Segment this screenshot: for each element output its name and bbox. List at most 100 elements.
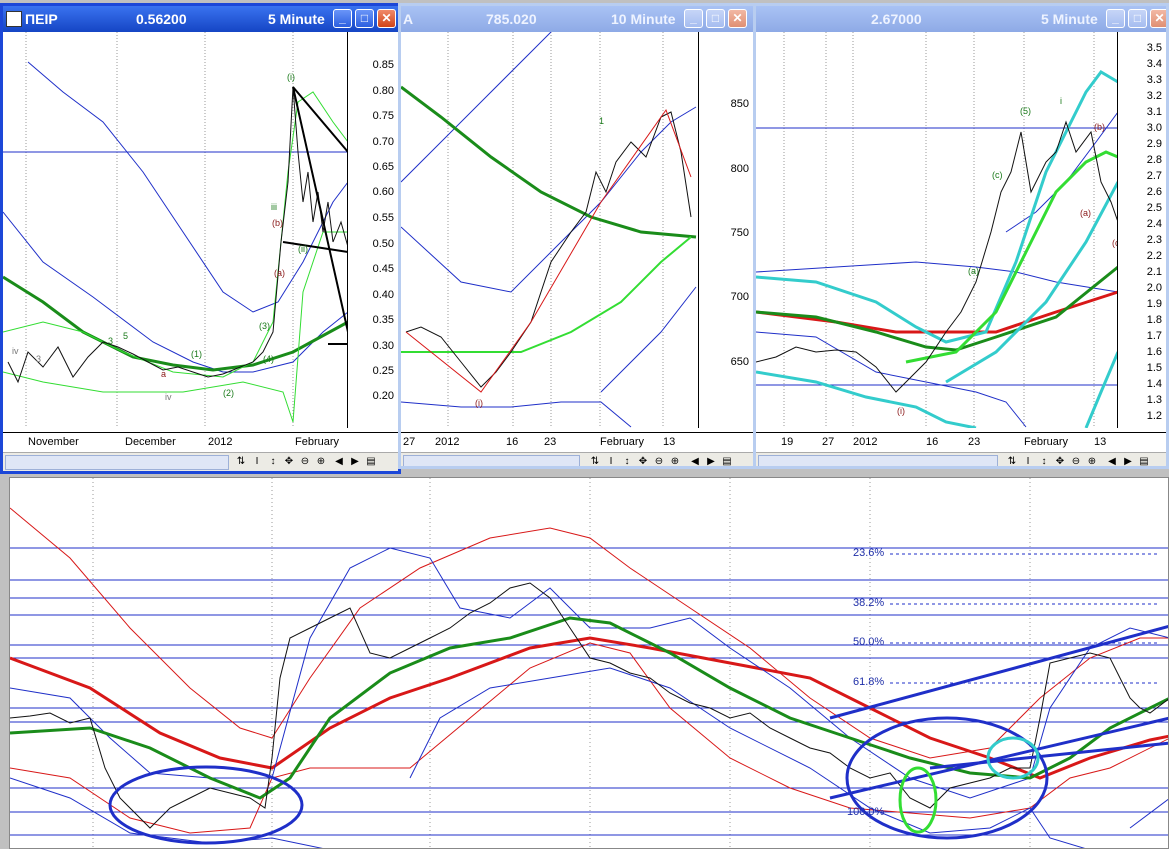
price-chart[interactable]: (i) 1 850 800 750 700 650 <box>401 32 753 428</box>
prev-icon[interactable]: ◀ <box>1108 456 1116 467</box>
y-tick: 3.3 <box>1146 74 1162 86</box>
svg-text:(i): (i) <box>897 406 905 416</box>
svg-text:iii: iii <box>271 202 277 212</box>
zoom-out-icon[interactable]: ⊖ <box>1071 456 1081 467</box>
y-tick: 2.2 <box>1146 250 1162 262</box>
svg-text:i: i <box>1060 96 1062 106</box>
close-button[interactable]: ✕ <box>377 9 396 28</box>
title-bar[interactable]: A 785.020 10 Minute _ □ ✕ <box>401 6 753 32</box>
chart-window-2[interactable]: A 785.020 10 Minute _ □ ✕ (i) 1 850 800 … <box>398 3 756 469</box>
title-bar[interactable]: 2.67000 5 Minute _ □ ✕ <box>756 6 1166 32</box>
y-tick: 2.7 <box>1146 170 1162 182</box>
x-tick: 19 <box>781 436 794 448</box>
y-tick: 1.3 <box>1146 394 1162 406</box>
maximize-button[interactable]: □ <box>1128 9 1147 28</box>
crosshair-icon[interactable]: ✥ <box>638 456 648 467</box>
x-tick: 27 <box>403 436 416 448</box>
move-icon[interactable]: ↕ <box>624 456 630 467</box>
y-tick: 0.75 <box>372 110 394 122</box>
cursor-icon[interactable]: I <box>609 456 613 467</box>
maximize-icon: □ <box>360 11 369 25</box>
x-axis: 19 27 2012 16 23 February 13 <box>756 432 1166 451</box>
y-tick: 1.9 <box>1146 298 1162 310</box>
minimize-button[interactable]: _ <box>333 9 352 28</box>
maximize-button[interactable]: □ <box>706 9 725 28</box>
svg-text:iv: iv <box>12 346 19 356</box>
x-axis: November December 2012 February <box>3 432 398 451</box>
sync-icon[interactable]: ⇅ <box>1007 456 1017 467</box>
next-icon[interactable]: ▶ <box>1124 456 1132 467</box>
svg-text:(b): (b) <box>1094 122 1105 132</box>
y-tick: 2.4 <box>1146 218 1162 230</box>
cursor-icon[interactable]: I <box>255 456 259 467</box>
close-icon: ✕ <box>732 11 743 25</box>
minimize-button[interactable]: _ <box>1106 9 1125 28</box>
chart-window-1[interactable]: ΠΕΙΡ 0.56200 5 Minute _ □ ✕ (i) iii (ii) (… <box>0 3 401 474</box>
chart-plot: (i) 1 <box>401 32 697 428</box>
next-icon[interactable]: ▶ <box>351 456 359 467</box>
y-tick: 0.60 <box>372 186 394 198</box>
move-icon[interactable]: ↕ <box>1041 456 1047 467</box>
fib-label-38: 38.2% <box>853 597 885 609</box>
move-icon[interactable]: ↕ <box>270 456 276 467</box>
x-tick: 2012 <box>853 436 878 448</box>
price-chart[interactable]: (i)(a)(b)(c) (5)(c)(a)i 3.5 3.4 3.3 3.2 … <box>756 32 1166 428</box>
title-bar[interactable]: ΠΕΙΡ 0.56200 5 Minute _ □ ✕ <box>3 6 398 32</box>
y-tick: 0.85 <box>372 59 394 71</box>
menu-icon[interactable]: ▤ <box>366 456 376 467</box>
next-icon[interactable]: ▶ <box>707 456 715 467</box>
crosshair-icon[interactable]: ✥ <box>1055 456 1065 467</box>
price-label: 785.020 <box>486 11 537 27</box>
y-tick: 0.55 <box>372 212 394 224</box>
y-tick: 0.50 <box>372 238 394 250</box>
horizontal-scrollbar[interactable]: ⇅ I ↕ ✥ ⊖ ⊕ ◀ ▶ ▤ <box>3 452 398 471</box>
y-tick: 0.30 <box>372 340 394 352</box>
cursor-icon[interactable]: I <box>1026 456 1030 467</box>
zoom-out-icon[interactable]: ⊖ <box>300 456 310 467</box>
svg-text:3: 3 <box>36 354 41 364</box>
horizontal-scrollbar[interactable]: ⇅ I ↕ ✥ ⊖ ⊕ ◀ ▶ ▤ <box>756 452 1166 467</box>
x-tick: 23 <box>544 436 557 448</box>
sync-icon[interactable]: ⇅ <box>590 456 600 467</box>
close-icon: ✕ <box>1154 11 1165 25</box>
x-tick: 16 <box>926 436 939 448</box>
chart-plot: (i)(a)(b)(c) (5)(c)(a)i <box>756 32 1123 428</box>
close-button[interactable]: ✕ <box>728 9 747 28</box>
y-tick: 0.80 <box>372 85 394 97</box>
menu-icon[interactable]: ▤ <box>1139 456 1149 467</box>
scroll-track[interactable] <box>758 455 998 466</box>
menu-icon[interactable]: ▤ <box>722 456 732 467</box>
x-tick: February <box>1024 436 1069 448</box>
x-tick: December <box>125 436 176 448</box>
interval-label: 5 Minute <box>1041 11 1098 27</box>
prev-icon[interactable]: ◀ <box>335 456 343 467</box>
x-tick: 13 <box>1094 436 1107 448</box>
x-axis: 27 2012 16 23 February 13 <box>401 432 753 451</box>
close-button[interactable]: ✕ <box>1150 9 1166 28</box>
price-chart[interactable]: (i) iii (ii) (3) (1) (2) (4) 3 5 (a) (b) a iv iv 3… <box>3 32 398 428</box>
zoom-in-icon[interactable]: ⊕ <box>670 456 680 467</box>
svg-text:3: 3 <box>108 336 113 346</box>
x-tick: 16 <box>506 436 519 448</box>
large-chart-window[interactable]: 23.6% 38.2% 50.0% 61.8% 100.0% <box>9 477 1169 849</box>
crosshair-icon[interactable]: ✥ <box>284 456 294 467</box>
zoom-in-icon[interactable]: ⊕ <box>316 456 326 467</box>
zoom-in-icon[interactable]: ⊕ <box>1087 456 1097 467</box>
scroll-track[interactable] <box>5 455 229 470</box>
svg-text:(i): (i) <box>287 72 295 82</box>
chart-window-3[interactable]: 2.67000 5 Minute _ □ ✕ (i) (a) (b) (c) (5) (… <box>753 3 1169 469</box>
minimize-button[interactable]: _ <box>684 9 703 28</box>
scroll-track[interactable] <box>403 455 580 466</box>
price-label: 0.56200 <box>136 11 187 27</box>
zoom-out-icon[interactable]: ⊖ <box>654 456 664 467</box>
fib-label-61: 61.8% <box>853 676 885 688</box>
prev-icon[interactable]: ◀ <box>691 456 699 467</box>
maximize-button[interactable]: □ <box>355 9 374 28</box>
horizontal-scrollbar[interactable]: ⇅ I ↕ ✥ ⊖ ⊕ ◀ ▶ ▤ <box>401 452 753 467</box>
maximize-icon: □ <box>1133 11 1142 25</box>
sync-icon[interactable]: ⇅ <box>236 456 246 467</box>
y-tick: 0.65 <box>372 161 394 173</box>
y-tick: 2.0 <box>1146 282 1162 294</box>
svg-text:(a): (a) <box>968 266 979 276</box>
